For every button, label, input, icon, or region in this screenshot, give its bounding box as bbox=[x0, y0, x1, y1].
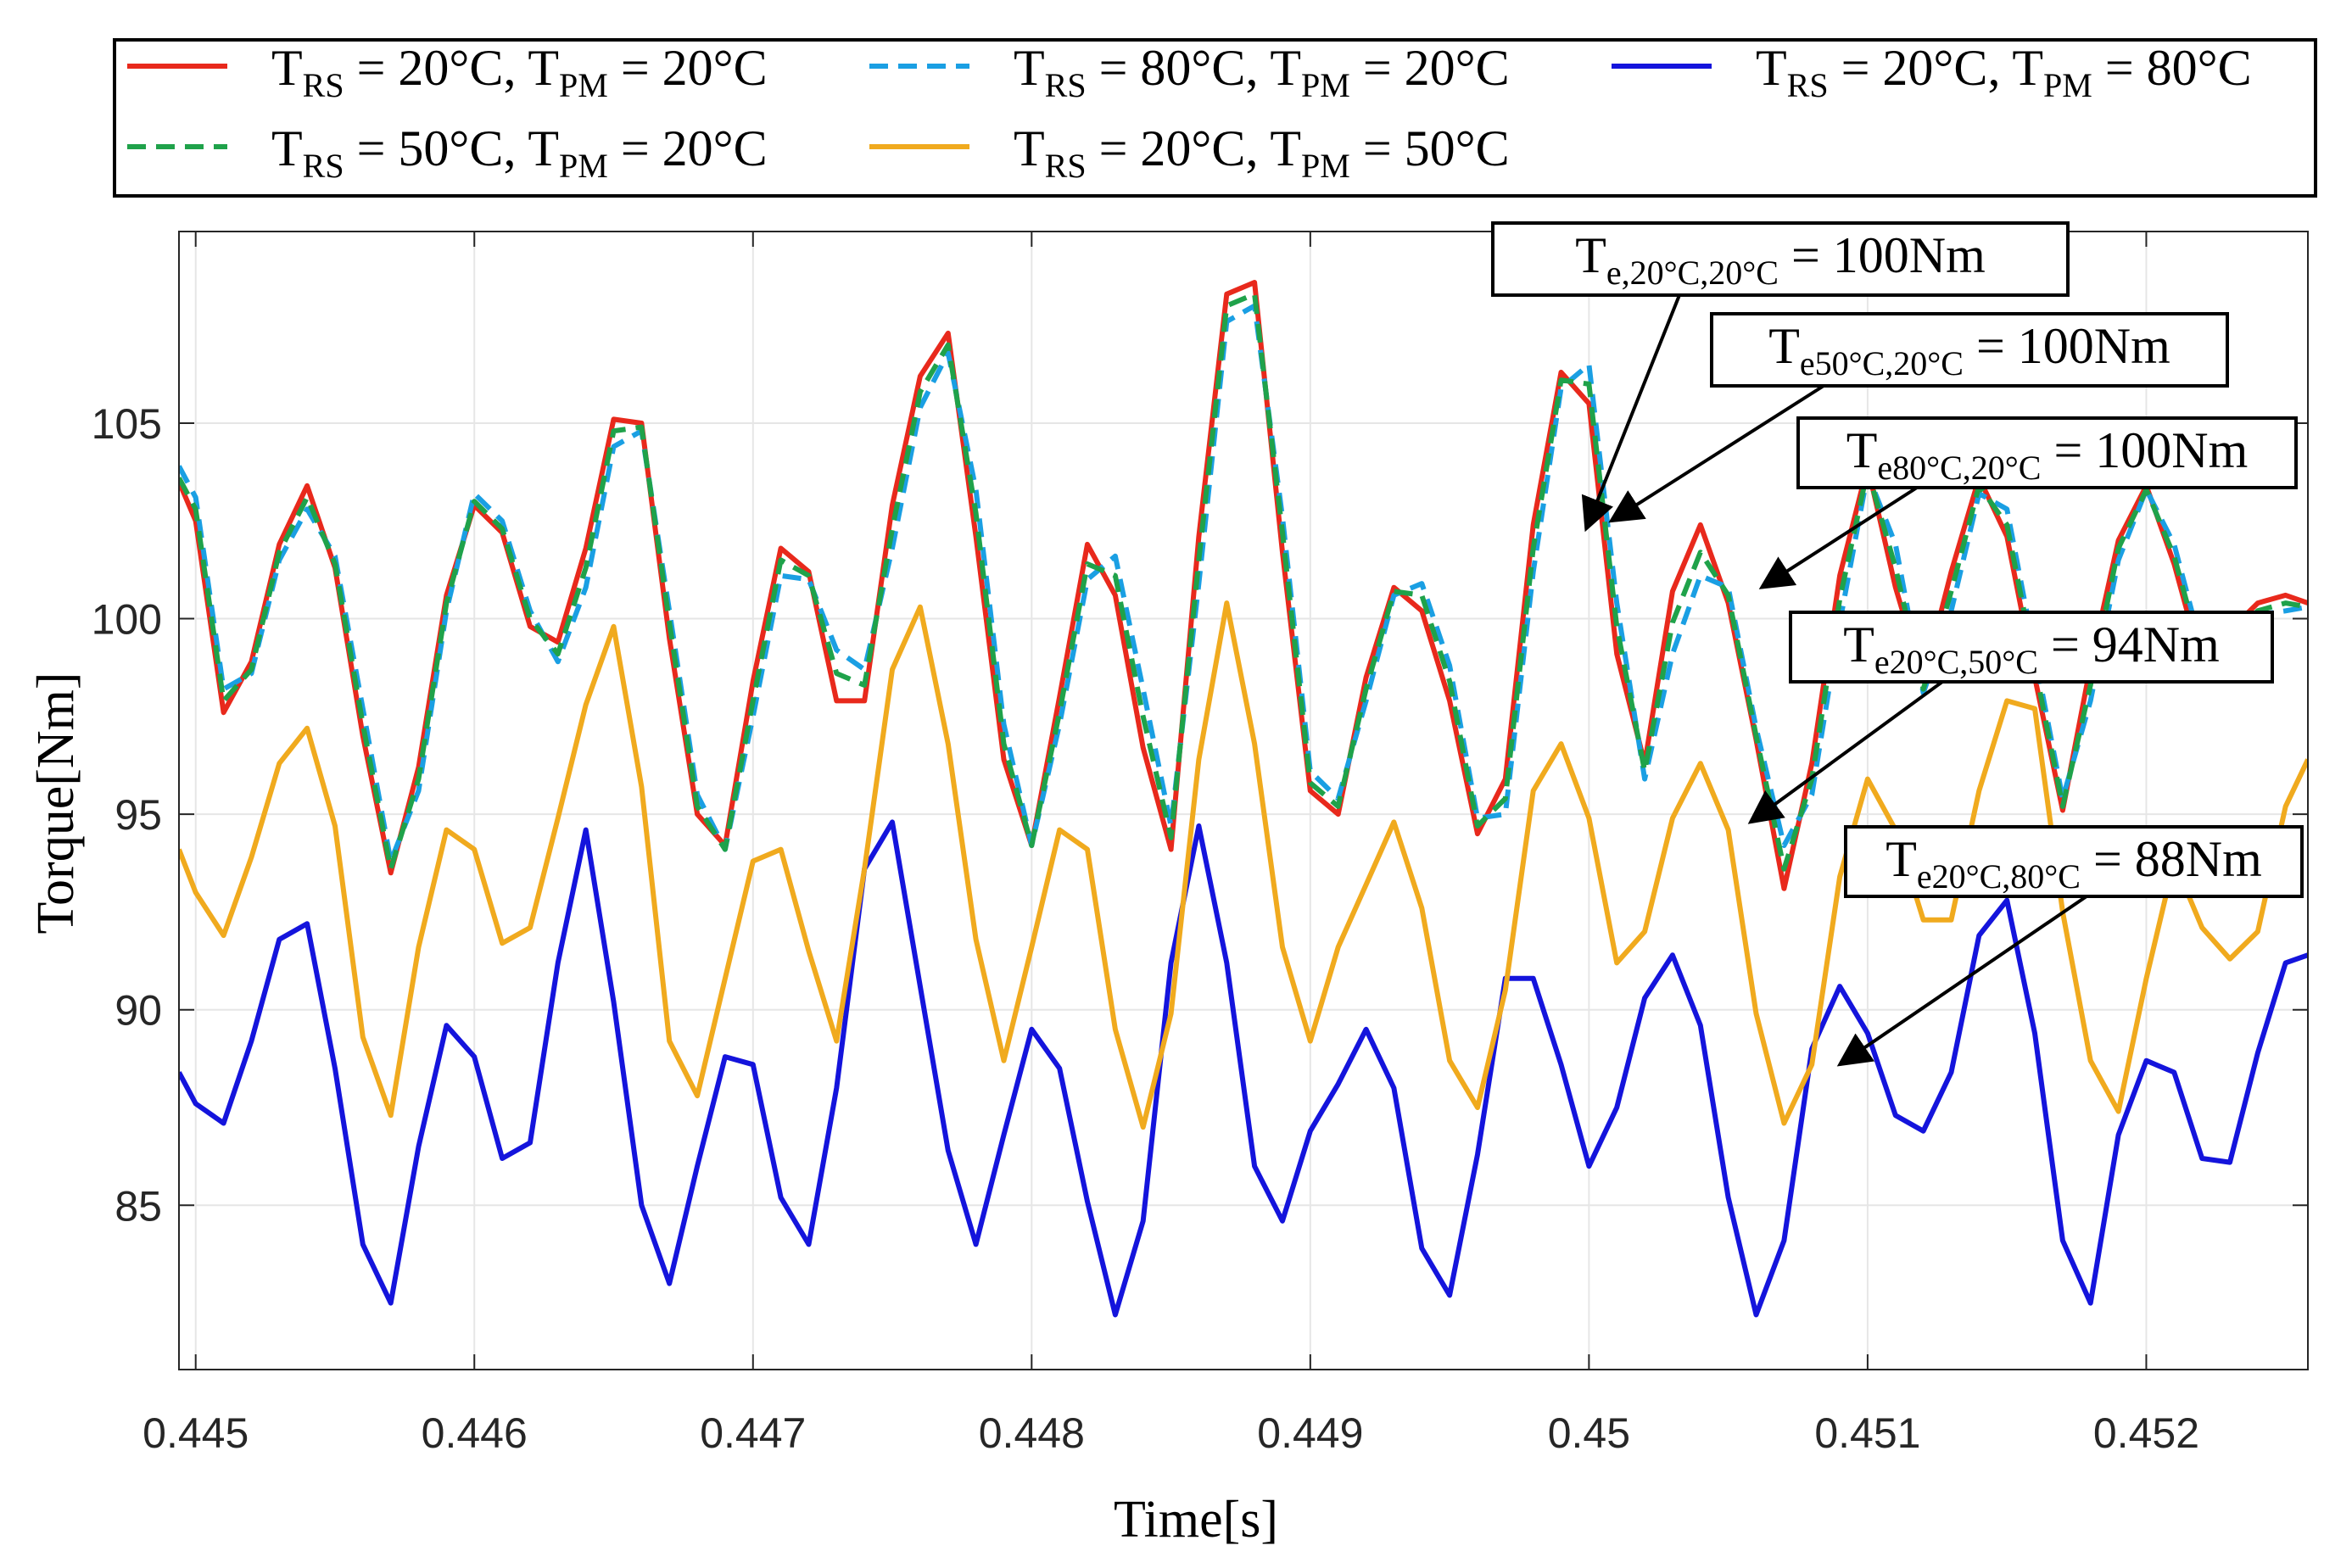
x-tick-label: 0.45 bbox=[1548, 1409, 1630, 1457]
legend-text-part: = 80°C bbox=[2092, 40, 2252, 96]
y-axis-label: Torque[Nm] bbox=[27, 672, 85, 934]
plot-area bbox=[179, 232, 2308, 1370]
series-line-rs20_pm80 bbox=[179, 819, 2308, 1318]
annotation-label: Te80°C,20°C = 100Nm bbox=[1846, 422, 2249, 487]
annotation-subscript: e80°C,20°C bbox=[1877, 449, 2041, 487]
y-tick-label: 100 bbox=[92, 596, 162, 644]
x-axis-label: Time[s] bbox=[1114, 1491, 1278, 1548]
legend-text-part: T bbox=[1014, 120, 1045, 176]
legend-label-rs20_pm80: TRS = 20°C, TPM = 80°C bbox=[1756, 40, 2252, 104]
x-tick-label: 0.445 bbox=[142, 1409, 249, 1457]
legend-label-rs80_pm20: TRS = 80°C, TPM = 20°C bbox=[1014, 40, 1510, 104]
annotation-main: T bbox=[1846, 422, 1878, 478]
legend-label-rs20_pm50: TRS = 20°C, TPM = 50°C bbox=[1014, 120, 1510, 185]
x-tick-label: 0.448 bbox=[979, 1409, 1085, 1457]
annotation-value: = 94Nm bbox=[2038, 617, 2220, 672]
annotation-box bbox=[1710, 312, 2229, 388]
annotation-box bbox=[1796, 416, 2298, 489]
annotation-subscript: e20°C,50°C bbox=[1874, 643, 2038, 681]
annotation-arrow bbox=[1758, 486, 1919, 589]
annotation-subscript: e,20°C,20°C bbox=[1606, 254, 1779, 292]
x-tick-label: 0.446 bbox=[422, 1409, 528, 1457]
legend-text-part: = 20°C bbox=[608, 120, 768, 176]
x-tick-label: 0.447 bbox=[700, 1409, 806, 1457]
legend-text-part: = 20°C bbox=[1350, 40, 1510, 96]
annotation-label: Te20°C,50°C = 94Nm bbox=[1843, 617, 2220, 681]
annotation-box bbox=[1844, 825, 2304, 898]
legend-text-part: RS bbox=[1045, 147, 1087, 185]
legend-label-rs20_pm20: TRS = 20°C, TPM = 20°C bbox=[271, 40, 768, 104]
x-tick-label: 0.452 bbox=[2093, 1409, 2199, 1457]
annotation-main: T bbox=[1843, 617, 1874, 672]
legend-text-part: T bbox=[1756, 40, 1787, 96]
legend-text-part: = 20°C bbox=[608, 40, 768, 96]
legend-text-part: = 20°C, T bbox=[1829, 40, 2043, 96]
annotation-value: = 100Nm bbox=[2041, 422, 2248, 478]
annotation-label: Te50°C,20°C = 100Nm bbox=[1768, 318, 2170, 382]
x-tick-label: 0.449 bbox=[1257, 1409, 1363, 1457]
y-tick-label: 90 bbox=[115, 987, 162, 1035]
series-layer bbox=[179, 280, 2308, 1318]
annotation-main: T bbox=[1886, 831, 1917, 887]
annotation-arrow bbox=[1836, 895, 2088, 1067]
annotation-main: T bbox=[1575, 227, 1606, 283]
legend-text-part: = 20°C, T bbox=[1087, 120, 1301, 176]
annotation-arrow bbox=[1581, 294, 1681, 533]
legend-text-part: RS bbox=[1045, 66, 1087, 104]
legend-box bbox=[113, 38, 2317, 198]
axis-ticks: 0.445 0.446 0.447 0.448 0.449 0.45 0.451 0.452 8… bbox=[92, 232, 2308, 1457]
y-tick-label: 85 bbox=[115, 1182, 162, 1230]
series-line-rs20_pm50 bbox=[179, 600, 2308, 1130]
x-tick-label: 0.451 bbox=[1814, 1409, 1920, 1457]
annotation-subscript: e20°C,80°C bbox=[1917, 857, 2081, 896]
y-tick-label: 105 bbox=[92, 400, 162, 448]
annotation-main: T bbox=[1768, 318, 1800, 374]
legend-text-part: = 20°C, T bbox=[344, 40, 559, 96]
legend-text-part: PM bbox=[1301, 147, 1350, 185]
legend-text-part: PM bbox=[1301, 66, 1350, 104]
annotation-value: = 100Nm bbox=[1964, 318, 2170, 374]
plot-frame bbox=[178, 231, 2309, 1370]
annotation-subscript: e50°C,20°C bbox=[1800, 344, 1964, 382]
annotation-arrow bbox=[1608, 384, 1825, 523]
legend: TRS = 20°C, TPM = 20°C TRS = 80°C, TPM = … bbox=[127, 40, 2252, 185]
legend-text-part: = 50°C, T bbox=[344, 120, 559, 176]
legend-text-part: = 50°C bbox=[1350, 120, 1510, 176]
annotation-value: = 100Nm bbox=[1779, 227, 1986, 283]
legend-text-part: T bbox=[271, 40, 303, 96]
annotation-box bbox=[1789, 611, 2274, 684]
y-tick-label: 95 bbox=[115, 791, 162, 839]
legend-text-part: RS bbox=[1787, 66, 1829, 104]
legend-text-part: RS bbox=[303, 66, 344, 104]
legend-text-part: T bbox=[271, 120, 303, 176]
annotation-label: Te,20°C,20°C = 100Nm bbox=[1575, 227, 1986, 292]
annotation-arrow bbox=[1747, 680, 1944, 824]
legend-text-part: RS bbox=[303, 147, 344, 185]
legend-text-part: T bbox=[1014, 40, 1045, 96]
legend-label-rs50_pm20: TRS = 50°C, TPM = 20°C bbox=[271, 120, 768, 185]
annotation-box bbox=[1491, 221, 2070, 297]
series-line-rs50_pm20 bbox=[179, 291, 2308, 872]
legend-text-part: PM bbox=[559, 66, 608, 104]
legend-text-part: = 80°C, T bbox=[1087, 40, 1301, 96]
legend-text-part: PM bbox=[559, 147, 608, 185]
legend-text-part: PM bbox=[2043, 66, 2092, 104]
annotation-value: = 88Nm bbox=[2081, 831, 2262, 887]
annotation-label: Te20°C,80°C = 88Nm bbox=[1886, 831, 2262, 896]
